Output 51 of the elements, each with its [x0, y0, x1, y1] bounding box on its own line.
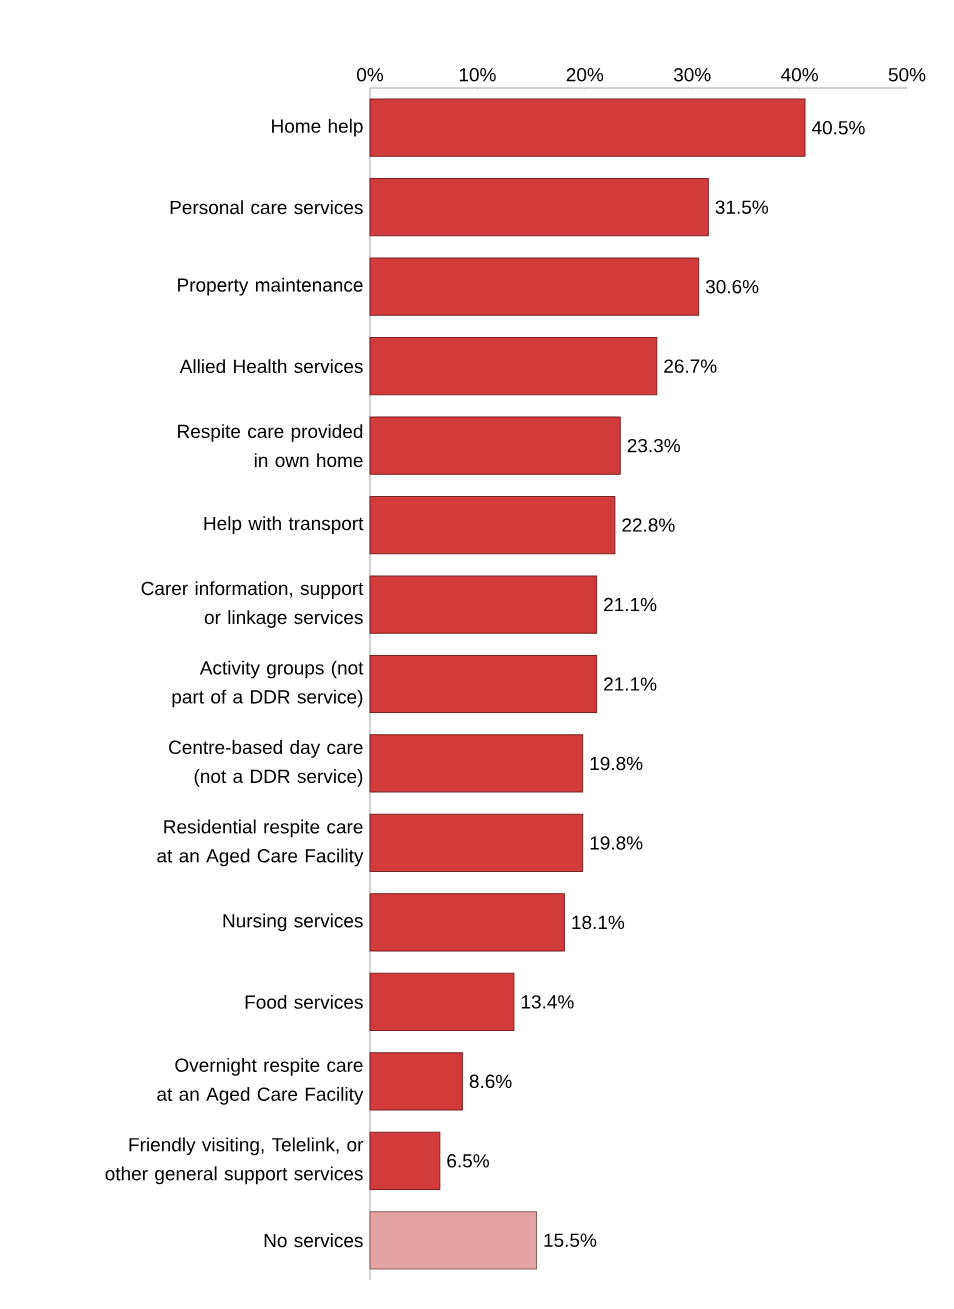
y-tick-label: Residential respite care at an Aged Care Facility [157, 819, 364, 867]
x-tick-label: 40% [781, 68, 818, 82]
y-tick-label: Home help [272, 118, 363, 137]
data-label: 23.3% [627, 438, 680, 453]
data-label: 19.8% [590, 756, 643, 771]
y-tick-label: Nursing services [223, 913, 363, 932]
data-label: 31.5% [715, 200, 769, 214]
bar [369, 813, 584, 873]
y-tick-label: Help with transport [204, 516, 364, 534]
bar [369, 734, 584, 793]
y-tick-label: Carer information, support or linkage services [141, 581, 364, 628]
y-tick-label: Property maintenance [178, 277, 363, 296]
bar [369, 416, 621, 475]
bar [369, 1211, 537, 1270]
bar [369, 495, 616, 555]
data-label: 8.6% [469, 1074, 512, 1089]
bar [369, 257, 700, 316]
y-tick-label: Personal care services [170, 200, 363, 215]
bar [369, 337, 658, 396]
bar [369, 98, 806, 157]
bar [369, 1131, 441, 1190]
data-label: 18.1% [572, 915, 625, 930]
data-label: 40.5% [811, 121, 865, 135]
bar [369, 972, 515, 1031]
y-tick-label: Overnight respite care at an Aged Care Facility [157, 1057, 364, 1105]
data-label: 30.6% [705, 279, 759, 294]
data-label: 21.1% [604, 597, 657, 612]
y-tick-label: Activity groups (not part of a DDR service) [172, 660, 364, 708]
y-tick-label: Allied Health services [179, 359, 363, 374]
data-label: 13.4% [521, 995, 574, 1009]
y-tick-label: Friendly visiting, Telelink, or other general support services [105, 1137, 364, 1185]
x-tick-label: 10% [459, 68, 496, 82]
bar [369, 654, 598, 714]
bar [369, 893, 565, 952]
data-label: 15.5% [544, 1233, 597, 1247]
y-tick-label: No services [264, 1233, 363, 1248]
bar [369, 178, 709, 237]
y-tick-label: Food services [245, 994, 363, 1009]
x-tick-label: 20% [566, 68, 604, 82]
y-tick-label: Centre-based day care (not a DDR service) [169, 740, 363, 787]
data-label: 19.8% [590, 836, 643, 850]
data-label: 6.5% [447, 1154, 489, 1168]
data-label: 21.1% [604, 677, 657, 691]
x-tick-label: 0% [357, 68, 384, 82]
bar [369, 1052, 463, 1111]
bar [369, 575, 598, 634]
data-label: 26.7% [664, 359, 717, 373]
x-tick-label: 50% [888, 68, 926, 82]
data-label: 22.8% [622, 518, 675, 532]
x-tick-label: 30% [673, 68, 711, 82]
y-tick-label: Respite care provided in own home [178, 424, 363, 468]
